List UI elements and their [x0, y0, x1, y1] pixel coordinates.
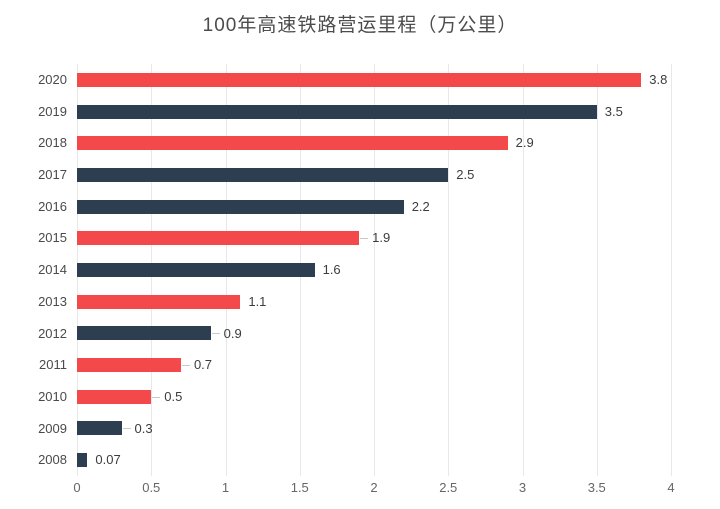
label-connector-line — [122, 428, 131, 430]
bar-value-label: 0.9 — [223, 325, 242, 341]
x-tick-label: 3 — [518, 480, 527, 495]
category-label: 2017 — [38, 167, 67, 183]
chart-row: 2018 2.9 — [38, 127, 671, 159]
category-label: 2013 — [38, 293, 67, 309]
label-connector-line — [360, 238, 369, 240]
bar-value-label: 0.5 — [164, 388, 183, 404]
bar-2017 — [77, 167, 449, 182]
bar-value-label: 0.3 — [134, 420, 153, 436]
category-label: 2009 — [38, 420, 67, 436]
chart-row: 2009 0.3 — [38, 413, 671, 445]
bar-2014 — [77, 262, 315, 277]
label-connector-line — [152, 396, 161, 398]
chart-row: 2016 2.2 — [38, 191, 671, 223]
gridline — [522, 64, 524, 476]
x-tick-label: 3.5 — [587, 480, 606, 495]
category-label: 2019 — [38, 103, 67, 119]
category-label: 2014 — [38, 262, 67, 278]
bar-2016 — [77, 199, 404, 214]
bar-2011 — [77, 358, 181, 373]
bar-value-label: 1.1 — [248, 293, 267, 309]
chart-row: 2014 1.6 — [38, 254, 671, 286]
category-label: 2011 — [39, 357, 67, 373]
chart-row: 2010 0.5 — [38, 381, 671, 413]
plot-area: 2020 3.8 2019 3.5 2018 2.9 2017 2.5 2016 2.2 2015 1… — [38, 64, 672, 476]
category-label: 2012 — [38, 325, 67, 341]
bar-2018 — [77, 136, 508, 151]
x-tick-label: 2.5 — [439, 480, 458, 495]
bar-2013 — [77, 294, 241, 309]
bar-value-label: 3.5 — [604, 103, 623, 119]
category-label: 2010 — [38, 388, 67, 404]
category-label: 2020 — [38, 72, 67, 87]
category-label: 2018 — [38, 135, 67, 151]
bar-2012 — [77, 326, 211, 341]
bar-2009 — [77, 421, 122, 436]
chart-row: 2015 1.9 — [38, 222, 671, 254]
gridline — [596, 64, 598, 476]
chart-row: 2019 3.5 — [38, 96, 671, 128]
x-tick-label: 1 — [221, 480, 230, 495]
chart-row: 2017 2.5 — [38, 159, 671, 191]
bar-value-label: 1.6 — [322, 262, 341, 278]
x-axis: 0 0.5 1 1.5 2 2.5 3 3.5 4 — [73, 480, 675, 498]
chart-title: 100年高速铁路营运里程（万公里） — [202, 15, 518, 36]
x-tick-label: 0.5 — [142, 480, 161, 495]
bar-value-label: 0.07 — [95, 452, 121, 468]
x-tick-label: 2 — [370, 480, 378, 495]
bar-value-label: 3.8 — [649, 72, 668, 87]
x-tick-label: 1.5 — [290, 480, 309, 495]
bar-2010 — [77, 389, 152, 404]
category-label: 2016 — [38, 198, 67, 214]
gridline — [671, 64, 672, 476]
bar-value-label: 2.5 — [456, 167, 475, 183]
category-label: 2015 — [38, 230, 67, 246]
bar-value-label: 2.2 — [411, 198, 430, 214]
bar-value-label: 2.9 — [515, 135, 534, 151]
bar-value-label: 0.7 — [193, 357, 213, 373]
chart-row: 2008 0.07 — [38, 444, 671, 476]
bar-value-label: 1.9 — [372, 230, 391, 246]
gridline — [448, 64, 450, 476]
bar-2008 — [77, 453, 88, 468]
bar-2015 — [77, 231, 360, 246]
gridline — [374, 64, 375, 476]
x-tick-label: 0 — [73, 480, 81, 495]
chart-row: 2012 0.9 — [38, 318, 671, 350]
chart-row: 2011 0.7 — [39, 349, 671, 381]
chart-row: 2020 3.8 — [38, 64, 671, 96]
category-label: 2008 — [38, 452, 67, 468]
chart-row: 2013 1.1 — [38, 286, 671, 318]
x-tick-label: 4 — [667, 480, 675, 495]
label-connector-line — [181, 365, 190, 367]
bar-2020 — [77, 72, 642, 87]
label-connector-line — [211, 333, 220, 335]
bar-2019 — [77, 104, 597, 119]
